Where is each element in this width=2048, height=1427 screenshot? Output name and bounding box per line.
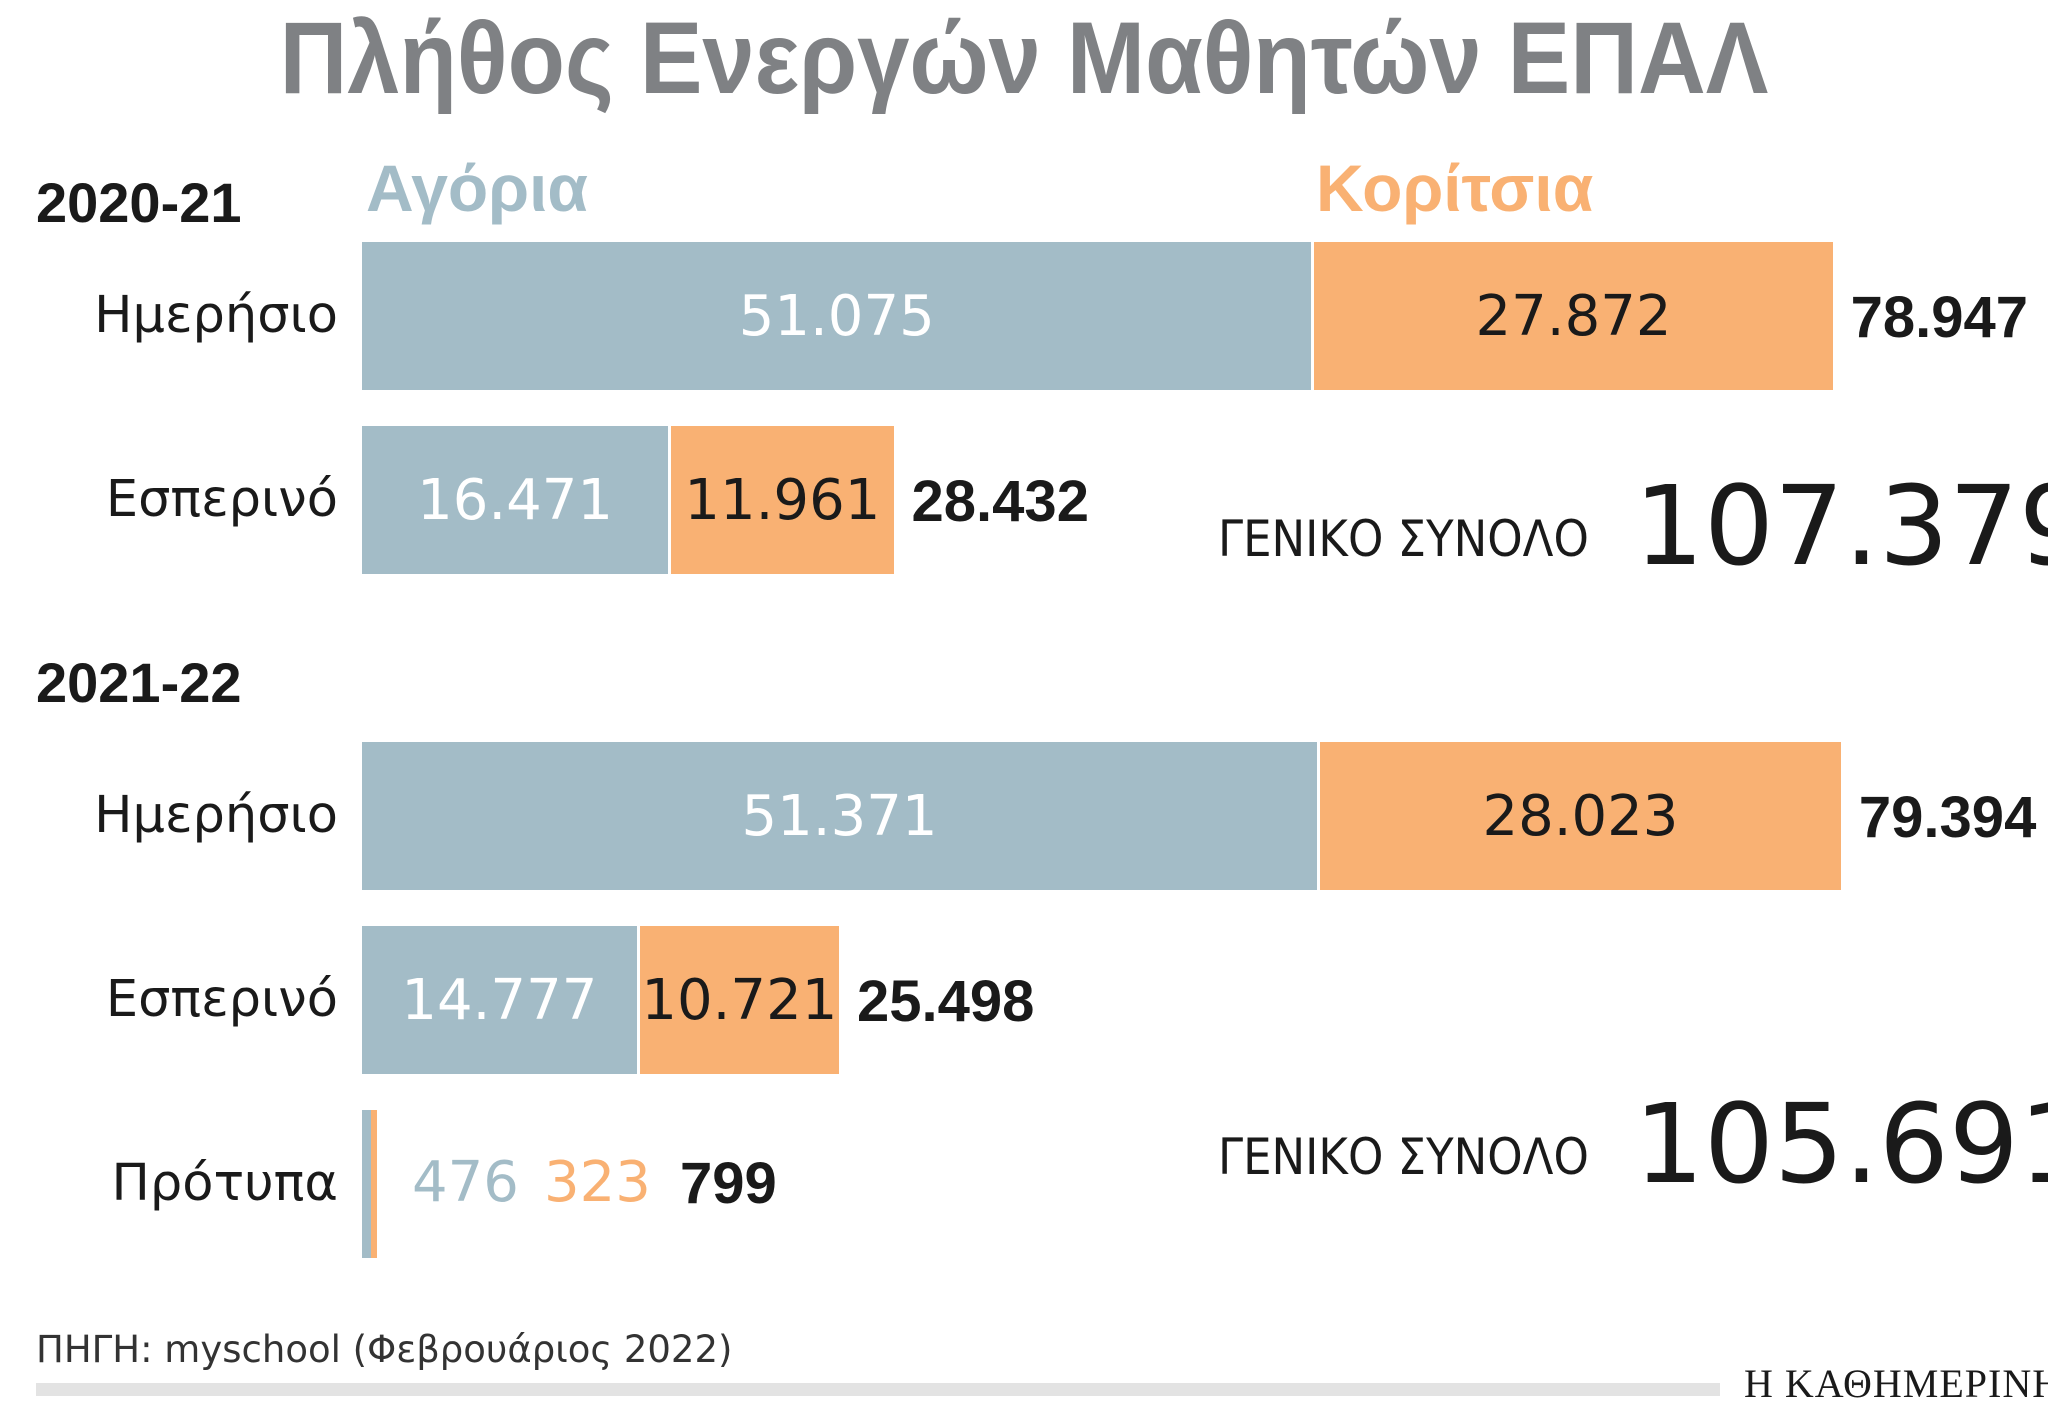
row-label: Εσπερινό [105, 470, 338, 529]
grand-total-value-2020-21: 107.379 [1634, 462, 2048, 590]
bar-girls: 28.023 [1319, 742, 1841, 890]
year-label-2021-22: 2021-22 [36, 651, 242, 714]
bar-girls: 10.721 [639, 926, 839, 1074]
row-label: Εσπερινό [105, 970, 338, 1029]
bar-girls [370, 1110, 377, 1258]
data-label-boys: 476 [412, 1150, 519, 1215]
bar-girls: 11.961 [671, 426, 894, 574]
year-label-2020-21: 2020-21 [36, 171, 242, 234]
data-label-total: 25.498 [857, 969, 1035, 1034]
bar-boys [362, 1110, 371, 1258]
bar-boys: 14.777 [362, 926, 637, 1074]
legend-girls: Κορίτσια [1316, 151, 1594, 225]
source-note: ΠΗΓΗ: myschool (Φεβρουάριος 2022) [36, 1328, 733, 1371]
grand-total-label-2021-22: ΓΕΝΙΚΟ ΣΥΝΟΛΟ [1218, 1128, 1589, 1186]
row-label: Πρότυπα [111, 1154, 338, 1213]
data-label-total: 28.432 [911, 469, 1089, 534]
grand-total-label-2020-21: ΓΕΝΙΚΟ ΣΥΝΟΛΟ [1218, 510, 1589, 568]
chart-title: Πλήθος Ενεργών Μαθητών ΕΠΑΛ [279, 1, 1769, 115]
bar-girls: 27.872 [1314, 242, 1833, 390]
bar-boys: 51.075 [362, 242, 1312, 390]
legend-boys: Αγόρια [366, 151, 588, 225]
data-label-total: 799 [680, 1151, 777, 1216]
bar-boys: 16.471 [362, 426, 669, 574]
publisher-logo: Η ΚΑΘΗΜΕΡΙΝΗ [1744, 1361, 2048, 1406]
data-label-girls: 323 [544, 1150, 651, 1215]
data-label-total: 78.947 [1850, 285, 2029, 350]
grand-total-value-2021-22: 105.691 [1634, 1080, 2048, 1208]
bar-boys: 51.371 [362, 742, 1317, 890]
data-label-total: 79.394 [1858, 785, 2037, 850]
row-label: Ημερήσιο [94, 786, 338, 845]
footer-divider [36, 1383, 1720, 1396]
row-label: Ημερήσιο [94, 286, 338, 345]
